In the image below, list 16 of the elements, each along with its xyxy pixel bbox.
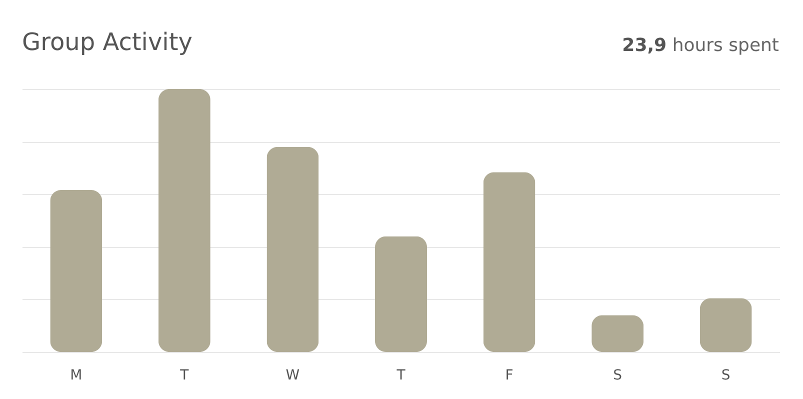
bar: [266, 146, 319, 352]
bar: [375, 236, 427, 352]
bar: [158, 89, 210, 352]
bar: [50, 190, 102, 352]
chart-subtitle: 23,9 hours spent: [622, 35, 779, 56]
bar: [592, 315, 644, 352]
x-tick-label: M: [70, 368, 82, 384]
x-tick-label: S: [721, 368, 730, 384]
x-tick-label: T: [179, 368, 190, 384]
x-tick-label: F: [505, 368, 514, 384]
x-tick-label: T: [396, 368, 406, 384]
bar: [483, 172, 536, 352]
x-tick-label: W: [286, 368, 300, 384]
bar: [700, 298, 752, 352]
chart-title: Group Activity: [22, 28, 192, 56]
x-tick-label: S: [613, 368, 622, 384]
